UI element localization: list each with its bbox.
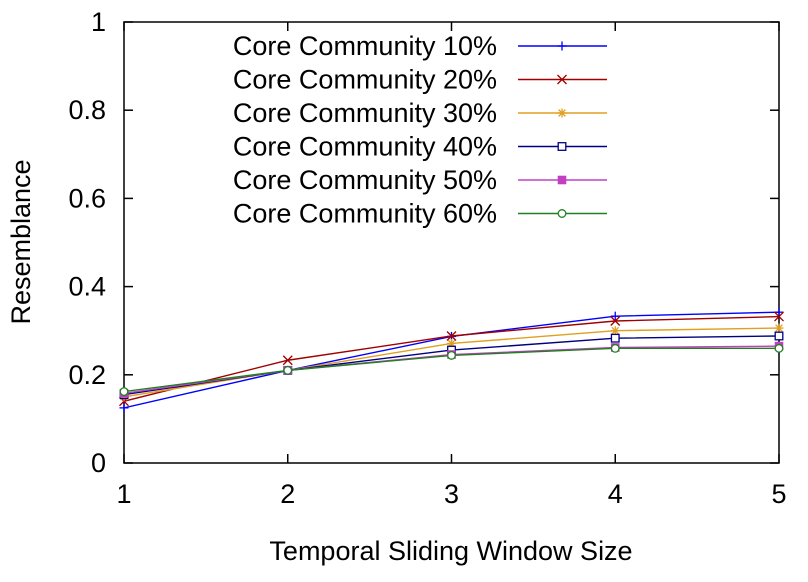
legend: Core Community 10%Core Community 20%Core… bbox=[233, 31, 607, 229]
legend-label: Core Community 20% bbox=[233, 65, 497, 95]
x-axis-label: Temporal Sliding Window Size bbox=[269, 536, 632, 566]
y-tick-label: 0.6 bbox=[68, 183, 106, 213]
data-point bbox=[774, 343, 784, 353]
y-tick-label: 0.8 bbox=[68, 95, 106, 125]
x-tick-label: 2 bbox=[280, 479, 295, 509]
data-point bbox=[774, 307, 784, 317]
data-point bbox=[447, 350, 456, 360]
legend-label: Core Community 60% bbox=[233, 199, 497, 229]
data-point bbox=[610, 316, 621, 326]
y-tick-label: 0 bbox=[91, 448, 106, 478]
data-point bbox=[774, 323, 784, 333]
data-point bbox=[119, 403, 129, 413]
data-point bbox=[119, 387, 129, 397]
legend-label: Core Community 40% bbox=[233, 132, 497, 162]
axis-ticks: 1 2 3 4 5 0 0.2 0.4 0.6 0.8 1 bbox=[68, 7, 786, 509]
series-1 bbox=[119, 307, 784, 413]
legend-label: Core Community 30% bbox=[233, 98, 497, 128]
data-point bbox=[557, 74, 567, 85]
series-6 bbox=[119, 343, 784, 397]
x-tick-label: 3 bbox=[444, 479, 459, 509]
data-point bbox=[557, 142, 567, 151]
y-tick-label: 0.2 bbox=[68, 360, 106, 390]
data-point bbox=[557, 175, 567, 185]
y-axis-label: Resemblance bbox=[6, 159, 36, 324]
data-point bbox=[557, 41, 567, 51]
legend-entry: Core Community 40% bbox=[233, 132, 607, 162]
series-layer bbox=[119, 307, 784, 413]
data-point bbox=[610, 326, 620, 336]
series-line bbox=[123, 311, 780, 409]
data-point bbox=[282, 355, 293, 366]
data-point bbox=[557, 209, 567, 218]
data-point bbox=[774, 311, 784, 322]
legend-label: Core Community 10% bbox=[233, 31, 497, 61]
data-point bbox=[610, 343, 620, 353]
legend-entry: Core Community 60% bbox=[233, 199, 607, 229]
data-point bbox=[446, 331, 457, 341]
legend-entry: Core Community 50% bbox=[233, 165, 607, 195]
data-point bbox=[774, 331, 784, 341]
y-tick-label: 0.4 bbox=[68, 272, 106, 302]
legend-label: Core Community 50% bbox=[233, 165, 497, 195]
legend-entry: Core Community 30% bbox=[233, 98, 607, 128]
data-point bbox=[557, 108, 567, 118]
x-tick-label: 1 bbox=[116, 479, 131, 509]
data-point bbox=[610, 333, 620, 343]
series-5 bbox=[119, 341, 784, 398]
legend-entry: Core Community 10% bbox=[233, 31, 607, 61]
legend-entry: Core Community 20% bbox=[233, 65, 607, 95]
x-tick-label: 5 bbox=[771, 479, 786, 509]
x-tick-label: 4 bbox=[608, 479, 623, 509]
y-tick-label: 1 bbox=[91, 7, 106, 37]
data-point bbox=[283, 365, 293, 375]
data-point bbox=[610, 311, 620, 321]
